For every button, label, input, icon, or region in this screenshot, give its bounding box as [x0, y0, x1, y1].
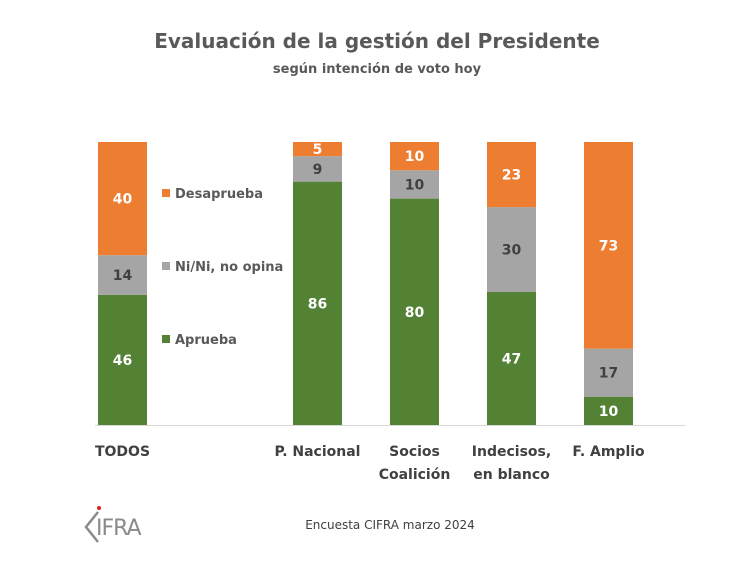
bar-segment: [390, 198, 439, 425]
legend-swatch: [162, 335, 170, 343]
source-note: Encuesta CIFRA marzo 2024: [305, 518, 475, 532]
legend-swatch: [162, 262, 170, 270]
bar-segment: [98, 294, 147, 425]
bar-segment: [98, 142, 147, 256]
bar-segment: [487, 207, 536, 292]
bar-segment: [584, 348, 633, 397]
legend-label: Aprueba: [175, 333, 237, 348]
legend: Desaprueba Ni/Ni, no opina Aprueba: [162, 187, 283, 348]
data-label: 14: [113, 268, 133, 284]
logo-text: IFRA: [96, 516, 142, 541]
bar-segment: [98, 255, 147, 295]
data-label: 46: [113, 353, 132, 369]
data-label: 47: [502, 351, 521, 367]
data-label: 80: [405, 305, 425, 321]
data-label: 10: [405, 149, 425, 165]
data-label: 86: [308, 296, 327, 312]
bar-segment: [584, 396, 633, 425]
data-label: 30: [502, 243, 522, 259]
bar-segment: [487, 142, 536, 208]
chart-title: Evaluación de la gestión del Presidente: [154, 29, 600, 53]
category-label: Indecisos,: [472, 444, 551, 460]
category-label: Socios: [389, 444, 440, 460]
bar-segment: [390, 142, 439, 171]
data-label: 9: [313, 162, 323, 178]
bar-segment: [584, 142, 633, 349]
legend-swatch: [162, 189, 170, 197]
cifra-logo-icon: [84, 511, 99, 543]
bar-segment: [293, 156, 342, 182]
cifra-logo: IFRA: [84, 506, 143, 543]
logo-dot-icon: [97, 506, 101, 510]
category-label: en blanco: [473, 467, 550, 483]
legend-label: Desaprueba: [175, 187, 263, 202]
category-label: Coalición: [379, 467, 451, 483]
category-label: F. Amplio: [572, 444, 645, 460]
legend-label: Ni/Ni, no opina: [175, 260, 283, 275]
bar-segment: [293, 181, 342, 425]
data-label: 73: [599, 238, 618, 254]
data-label: 17: [599, 366, 618, 382]
data-label: 10: [405, 177, 425, 193]
category-labels: TODOS P. Nacional Socios Coalición Indecisos…: [95, 444, 645, 483]
data-label: 23: [502, 168, 521, 184]
bar-segment: [293, 142, 342, 157]
chart-subtitle: según intención de voto hoy: [273, 62, 482, 77]
data-label: 40: [113, 192, 133, 208]
bar-segment: [487, 291, 536, 425]
category-label: TODOS: [95, 444, 150, 460]
bars-group: 46 14 40 86 9 5 80 10 10 47 30 23 10 17 73: [98, 142, 633, 425]
data-label: 10: [599, 404, 619, 420]
category-label: P. Nacional: [275, 444, 361, 460]
data-label: 5: [313, 142, 323, 158]
bar-segment: [390, 170, 439, 199]
